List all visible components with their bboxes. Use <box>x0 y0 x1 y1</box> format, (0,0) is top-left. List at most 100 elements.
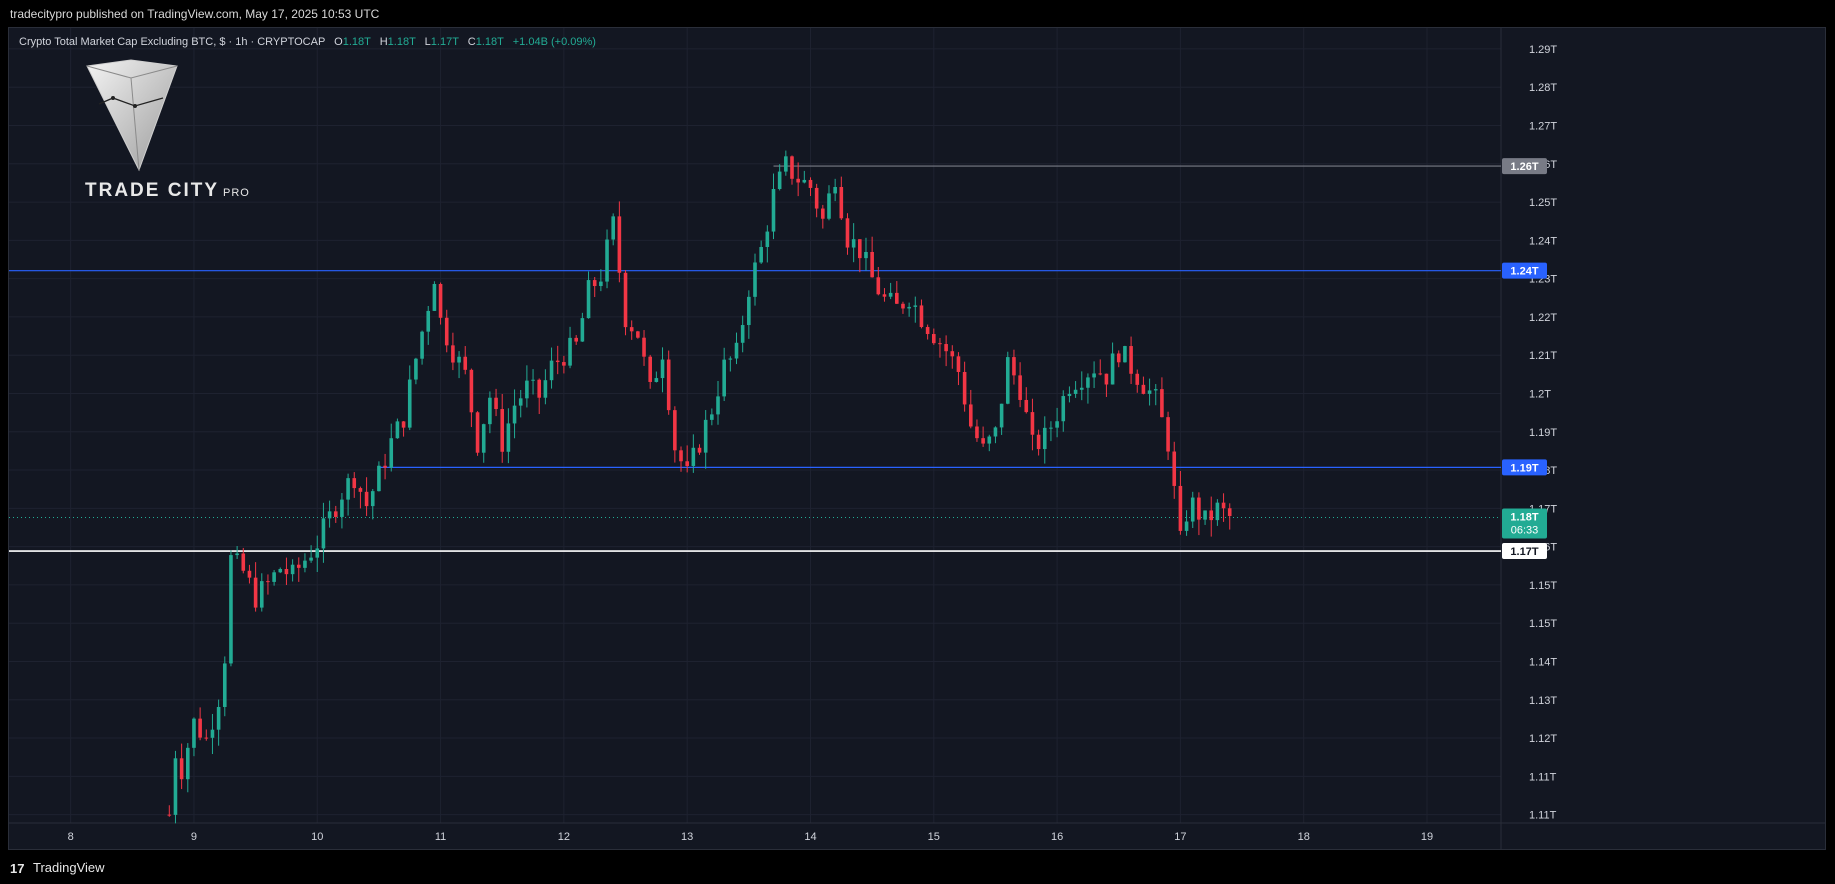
candle-body <box>229 555 233 664</box>
candle-body <box>580 318 585 342</box>
symbol-legend: Crypto Total Market Cap Excluding BTC, $… <box>19 36 596 48</box>
candle-body <box>685 461 689 466</box>
x-tick-label: 9 <box>191 831 197 843</box>
candle-body <box>876 277 881 295</box>
candle-body <box>401 421 406 428</box>
candle-body <box>481 424 486 453</box>
candle-body <box>457 356 461 363</box>
candle-body <box>802 179 807 183</box>
level-tag <box>1502 262 1547 279</box>
candle-body <box>327 511 332 519</box>
candle-body <box>1067 393 1072 397</box>
candle-body <box>759 246 763 263</box>
candle-body <box>1061 396 1066 422</box>
candle-body <box>864 251 868 259</box>
candle-body <box>956 356 961 372</box>
candle-body <box>765 231 770 247</box>
tradingview-brand[interactable]: TradingView <box>33 860 105 875</box>
candle-body <box>1129 346 1133 374</box>
x-tick-label: 18 <box>1298 831 1310 843</box>
candle-body <box>185 747 190 780</box>
symbol-title[interactable]: Crypto Total Market Cap Excluding BTC, $… <box>19 36 326 48</box>
candle-body <box>321 518 326 549</box>
candle-body <box>253 577 258 608</box>
candle-body <box>944 344 948 352</box>
candle-body <box>216 706 221 730</box>
x-tick-label: 14 <box>804 831 816 843</box>
candle-body <box>901 303 905 309</box>
candle-body <box>383 465 387 468</box>
candle-body <box>377 465 381 492</box>
candle-body <box>500 409 505 452</box>
candle-body <box>642 337 646 357</box>
level-tag <box>1502 543 1547 560</box>
candle-body <box>173 758 178 815</box>
candle-body <box>352 478 357 489</box>
candle-body <box>432 283 437 311</box>
horizontal-lines <box>9 165 1501 552</box>
candle-body <box>950 351 955 357</box>
candle-body <box>574 337 579 342</box>
candle-body <box>1166 417 1170 452</box>
candle-body <box>710 414 714 420</box>
level-tag-label: 1.24T <box>1510 266 1538 278</box>
candle-body <box>599 281 603 287</box>
candle-body <box>679 450 683 462</box>
x-tick-label: 16 <box>1051 831 1063 843</box>
candle-body <box>987 436 992 444</box>
level-tag <box>1502 158 1547 175</box>
candle-body <box>1123 346 1127 363</box>
x-tick-label: 11 <box>435 831 446 843</box>
candle-body <box>796 178 800 183</box>
candle-body <box>1116 353 1121 363</box>
close-value: 1.18T <box>475 36 504 48</box>
candle-body <box>654 378 659 382</box>
candle-body <box>463 356 468 370</box>
countdown-label: 06:33 <box>1511 525 1539 537</box>
candle-body <box>272 572 276 582</box>
candle-body <box>1055 421 1059 428</box>
high-label: H <box>379 36 388 48</box>
candle-body <box>1227 508 1232 517</box>
candle-body <box>617 216 622 273</box>
candle-body <box>740 325 745 343</box>
candle-body <box>389 438 394 468</box>
x-tick-label: 17 <box>1174 831 1186 843</box>
candle-body <box>278 569 283 573</box>
candle-body <box>703 419 708 453</box>
candle-body <box>531 379 535 381</box>
candle-body <box>907 306 911 309</box>
candle-body <box>1209 510 1214 521</box>
candle-body <box>1178 485 1183 531</box>
price-chart[interactable]: 1.29T1.28T1.27T1.26T1.25T1.24T1.23T1.22T… <box>9 28 1825 849</box>
chart-frame[interactable]: 1.29T1.28T1.27T1.26T1.25T1.24T1.23T1.22T… <box>8 27 1826 850</box>
candle-body <box>198 718 202 738</box>
candle-body <box>303 560 307 568</box>
candle-body <box>1079 387 1084 390</box>
candle-body <box>494 397 498 410</box>
candle-body <box>827 193 831 219</box>
x-tick-label: 19 <box>1421 831 1433 843</box>
candle-body <box>968 404 973 427</box>
candle-body <box>1190 497 1195 522</box>
candle-body <box>562 362 566 366</box>
candle-body <box>1141 384 1146 394</box>
x-tick-label: 12 <box>558 831 570 843</box>
y-tick-label: 1.13T <box>1529 695 1557 707</box>
candle-body <box>1012 357 1016 376</box>
candle-body <box>364 491 369 507</box>
publish-info: tradecitypro published on TradingView.co… <box>10 7 380 21</box>
y-tick-label: 1.27T <box>1529 120 1557 132</box>
candle-body <box>636 331 640 338</box>
high-value: 1.18T <box>387 36 416 48</box>
candle-body <box>414 358 418 380</box>
y-tick-label: 1.29T <box>1529 44 1557 56</box>
tradingview-logo-icon[interactable]: 17 <box>10 861 25 876</box>
candle-body <box>938 343 942 345</box>
candle-body <box>488 397 492 425</box>
candle-body <box>981 438 985 444</box>
y-tick-label: 1.11T <box>1529 771 1557 783</box>
candle-body <box>1153 389 1158 391</box>
candle-body <box>1110 353 1115 385</box>
